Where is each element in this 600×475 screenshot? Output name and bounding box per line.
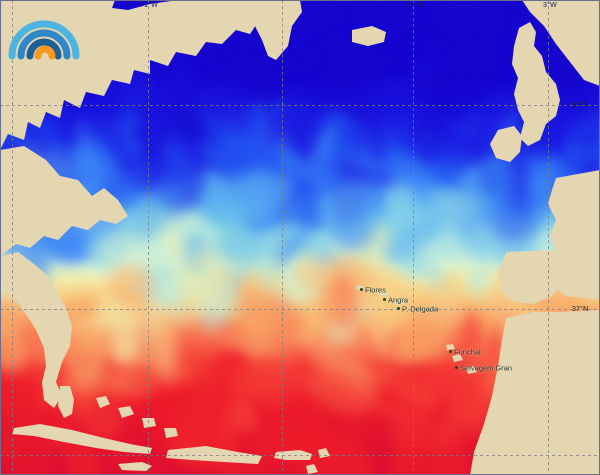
rainbow-arcs-logo[interactable] [6,8,86,60]
graticule-lon-line-3 [413,0,414,475]
place-name: P. Delgada [402,304,439,314]
graticule-lon-line-4 [548,0,549,475]
place-marker-icon [397,307,400,311]
latitude-label-0: 57°N [572,102,589,109]
place-label-angra[interactable]: Angra [383,291,408,309]
graticule-lon-line-0 [12,0,13,475]
place-marker-icon [449,350,452,354]
place-marker-icon [383,298,386,302]
place-name: Selvagem Gran [460,363,513,373]
graticule-lon-line-1 [148,0,149,475]
place-label-p-delgada[interactable]: P. Delgada [397,300,438,318]
place-name: Funchal [454,347,481,357]
place-marker-icon [455,366,458,370]
place-name: Flores [365,285,386,295]
longitude-label-0: 71°W [140,2,158,9]
graticule-lat-line-2 [0,455,600,456]
longitude-label-1: 37°W [406,2,424,9]
place-marker-icon [360,288,363,292]
longitude-label-2: 3°W [543,2,557,9]
graticule-lat-line-1 [0,309,600,310]
place-label-funchal[interactable]: Funchal [449,343,481,361]
latitude-label-1: 37°N [572,306,589,313]
graticule-lat-line-0 [0,105,600,106]
place-label-flores[interactable]: Flores [360,281,386,299]
place-name: Angra [388,295,409,305]
graticule-lon-line-2 [282,0,283,475]
place-label-selvagem-gran[interactable]: Selvagem Gran [455,359,512,377]
